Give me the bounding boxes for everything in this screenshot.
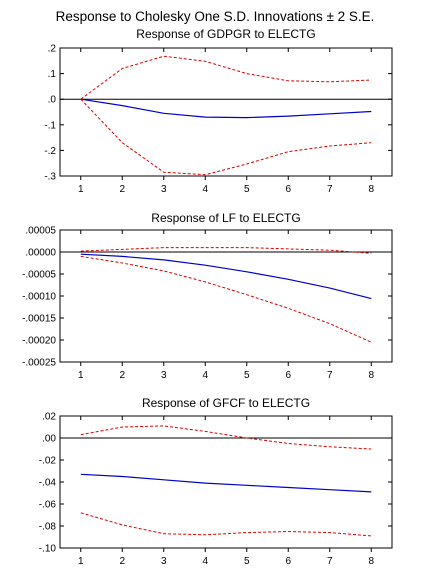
x-tick-label: 3 — [161, 370, 167, 381]
y-tick-label: .02 — [42, 412, 56, 423]
x-tick-label: 6 — [285, 184, 291, 195]
panel-title: Response of GDPGR to ELECTG — [136, 27, 315, 41]
series-upper-band — [80, 425, 372, 450]
x-tick-label: 5 — [244, 556, 250, 567]
panel-title: Response of LF to ELECTG — [151, 211, 300, 225]
series-upper-band — [80, 55, 372, 100]
y-tick-label: -.08 — [39, 522, 57, 533]
y-tick-label: .0 — [48, 95, 57, 106]
y-tick-label: -.00015 — [22, 314, 56, 325]
x-tick-label: 8 — [368, 184, 374, 195]
series-response — [80, 253, 372, 300]
x-tick-label: 7 — [327, 556, 333, 567]
series-lower-band — [80, 512, 372, 537]
series-response — [80, 473, 372, 493]
x-tick-label: 4 — [202, 556, 208, 567]
x-tick-label: 7 — [327, 184, 333, 195]
x-tick-label: 4 — [202, 370, 208, 381]
x-tick-label: 5 — [244, 184, 250, 195]
y-tick-label: .00 — [42, 434, 56, 445]
y-tick-label: -.10 — [39, 544, 57, 555]
y-tick-label: .00000 — [25, 248, 56, 259]
x-tick-label: 1 — [78, 556, 84, 567]
x-tick-label: 4 — [202, 184, 208, 195]
y-tick-label: .2 — [48, 44, 57, 55]
y-tick-label: -.3 — [44, 172, 56, 183]
x-tick-label: 2 — [119, 184, 125, 195]
x-tick-label: 8 — [368, 556, 374, 567]
x-tick-label: 8 — [368, 370, 374, 381]
x-tick-label: 6 — [285, 556, 291, 567]
y-tick-label: .00005 — [25, 226, 56, 237]
figure-title: Response to Cholesky One S.D. Innovation… — [56, 9, 375, 24]
y-tick-label: -.02 — [39, 456, 57, 467]
x-tick-label: 1 — [78, 370, 84, 381]
irf-panel-2: Response of LF to ELECTG .00005 .00000 -.00… — [22, 211, 393, 381]
plot-frame — [59, 47, 393, 177]
x-tick-label: 3 — [161, 556, 167, 567]
y-tick-label: -.00020 — [22, 336, 56, 347]
y-tick-label: -.2 — [44, 146, 56, 157]
plot-frame — [59, 415, 393, 549]
irf-panel-3: Response of GFCF to ELECTG .02 .00 -.02 -.04… — [39, 396, 393, 567]
x-tick-label: 3 — [161, 184, 167, 195]
x-tick-label: 5 — [244, 370, 250, 381]
y-tick-label: -.00010 — [22, 292, 56, 303]
x-tick-label: 7 — [327, 370, 333, 381]
y-tick-label: -.1 — [44, 120, 56, 131]
x-tick-label: 1 — [78, 184, 84, 195]
y-tick-label: .1 — [48, 69, 57, 80]
x-tick-label: 2 — [119, 556, 125, 567]
x-tick-label: 6 — [285, 370, 291, 381]
series-lower-band — [80, 255, 372, 343]
panel-title: Response of GFCF to ELECTG — [142, 396, 310, 410]
series-upper-band — [80, 247, 372, 254]
irf-panel-1: Response of GDPGR to ELECTG .2 .1 .0 -.1 -.2 -… — [44, 27, 393, 195]
y-tick-label: -.00005 — [22, 270, 56, 281]
x-tick-label: 2 — [119, 370, 125, 381]
y-tick-label: -.00025 — [22, 358, 56, 369]
plot-frame — [59, 229, 393, 363]
series-lower-band — [80, 98, 372, 176]
y-tick-label: -.06 — [39, 500, 57, 511]
y-tick-label: -.04 — [39, 478, 57, 489]
series-response — [80, 98, 372, 119]
